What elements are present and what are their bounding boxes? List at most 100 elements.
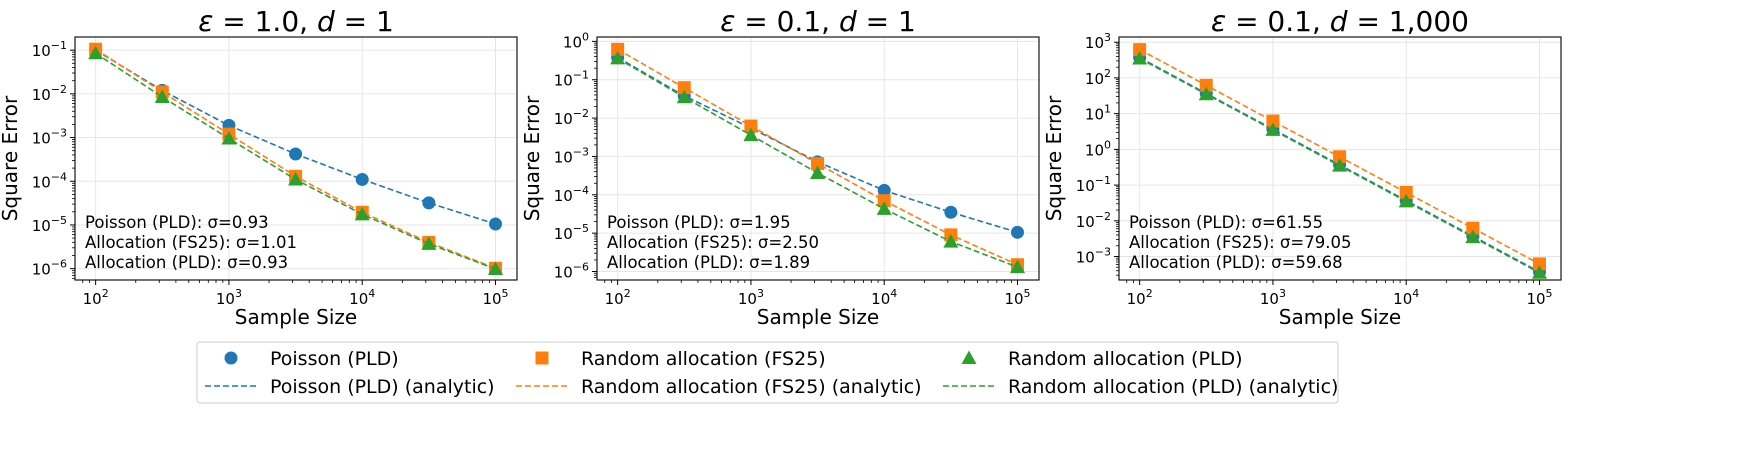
data-point (1332, 158, 1348, 172)
x-tick-label-exp: 3 (757, 287, 764, 300)
legend: Poisson (PLD) Random allocation (FS25) Ran… (196, 341, 1339, 404)
x-tick-label-base: 10 (738, 290, 757, 308)
axes-frame (74, 36, 518, 281)
x-tick-label-exp: 4 (890, 287, 897, 300)
legend-marker (535, 351, 549, 365)
y-tick-label-exp: −3 (1095, 246, 1111, 259)
sigma-annotation: Allocation (PLD): σ=1.89 (607, 253, 810, 272)
y-tick-label: 10−2 (1076, 210, 1111, 231)
y-tick-label-exp: 3 (1104, 31, 1111, 44)
data-point (1265, 122, 1281, 136)
grid (1119, 37, 1561, 280)
x-tick-label-exp: 5 (502, 287, 509, 300)
x-tick-label-base: 10 (349, 290, 368, 308)
y-tick-label: 100 (563, 30, 589, 51)
data-point (154, 89, 170, 103)
chart-panels: 102 103 104 10510−610−510−410−310−210−1Pois… (0, 5, 1562, 329)
y-tick-label-base: 10 (1076, 177, 1095, 195)
y-tick-label: 10−1 (32, 39, 67, 60)
data-point (1133, 43, 1147, 57)
y-tick-label-base: 10 (554, 148, 573, 166)
y-tick-label-exp: −1 (573, 69, 589, 82)
y-tick-label-base: 10 (554, 110, 573, 128)
data-point (1466, 221, 1480, 235)
x-tick-label: 102 (83, 287, 109, 308)
y-tick-label-base: 10 (32, 217, 51, 235)
y-tick-label-base: 10 (554, 187, 573, 205)
chart-panel-3: 102 103 104 10510−310−210−1100101102103Pois… (1042, 5, 1562, 329)
legend-label: Random allocation (PLD) (1008, 348, 1243, 370)
x-tick-label-base: 10 (216, 290, 235, 308)
data-point (810, 165, 826, 179)
data-point (944, 205, 958, 219)
series-3 (610, 50, 1025, 274)
legend-marker (224, 351, 238, 365)
y-tick-label-exp: −3 (573, 145, 589, 158)
sigma-annotation: Allocation (PLD): σ=0.93 (85, 253, 288, 272)
data-point (1333, 150, 1347, 164)
legend-label: Random allocation (FS25) (analytic) (581, 376, 922, 398)
data-point (877, 183, 891, 197)
y-tick-label-base: 10 (554, 263, 573, 281)
grid (75, 37, 517, 280)
chart-panel-1: 102 103 104 10510−610−510−410−310−210−1Pois… (0, 5, 518, 329)
title-part: = 0.1, (735, 5, 839, 38)
data-point (422, 196, 436, 210)
data-point (1532, 257, 1546, 271)
y-tick-label-base: 10 (1085, 34, 1104, 52)
series-3 (88, 45, 503, 276)
x-tick-label-base: 10 (1127, 290, 1146, 308)
y-tick-label-base: 10 (32, 173, 51, 191)
y-tick-label: 10−1 (1076, 174, 1111, 195)
legend-entry: Random allocation (PLD) (analytic) (943, 376, 1338, 398)
data-point (677, 81, 691, 95)
title-part: ε (720, 5, 735, 38)
y-tick-label-base: 10 (32, 86, 51, 104)
y-tick-label-exp: 0 (582, 30, 589, 43)
data-point (221, 131, 237, 145)
sigma-annotation: Allocation (PLD): σ=59.68 (1129, 253, 1343, 272)
data-point (1399, 185, 1413, 199)
y-tick-label-base: 10 (554, 225, 573, 243)
x-tick-label-base: 10 (482, 290, 501, 308)
title-part: = 1.0, (213, 5, 317, 38)
data-point (1199, 78, 1213, 92)
y-axis-label: Square Error (1042, 95, 1066, 221)
data-point (877, 194, 891, 208)
x-tick-label: 105 (1526, 287, 1552, 308)
sigma-annotation: Allocation (FS25): σ=1.01 (85, 233, 297, 252)
legend-entry: Random allocation (PLD) (961, 348, 1243, 370)
x-tick-label: 103 (1260, 287, 1286, 308)
legend-label: Poisson (PLD) (analytic) (270, 376, 495, 398)
analytic-line (617, 56, 1018, 234)
y-tick-label: 10−2 (554, 107, 589, 128)
legend-entry: Poisson (PLD) (224, 348, 399, 370)
y-tick-label-exp: 2 (1104, 67, 1111, 80)
y-tick-label: 10−5 (554, 222, 589, 243)
data-point (488, 217, 502, 231)
y-tick-label: 10−1 (554, 69, 589, 90)
x-tick-label: 102 (1127, 287, 1153, 308)
y-tick-label-base: 10 (32, 261, 51, 279)
legend-entry: Random allocation (FS25) (analytic) (516, 376, 922, 398)
y-tick-label-base: 10 (1085, 70, 1104, 88)
x-tick-label-exp: 4 (1412, 287, 1419, 300)
y-tick-label: 102 (1085, 67, 1111, 88)
title-part: d (1330, 5, 1348, 38)
y-tick-label-base: 10 (32, 130, 51, 148)
x-tick-label-base: 10 (1526, 290, 1545, 308)
title-part: = 1,000 (1348, 5, 1469, 38)
x-tick-label: 104 (1393, 287, 1419, 308)
chart-title: ε = 0.1, d = 1,000 (1211, 5, 1469, 38)
y-tick-label: 10−6 (554, 260, 589, 281)
data-point (676, 89, 692, 104)
data-point (743, 127, 759, 142)
x-tick-label-exp: 2 (102, 287, 109, 300)
y-axis-label: Square Error (520, 95, 544, 221)
chart-title: ε = 1.0, d = 1 (198, 5, 394, 38)
title-part: ε (198, 5, 213, 38)
legend-entry: Poisson (PLD) (analytic) (205, 376, 495, 398)
x-tick-label-exp: 3 (235, 287, 242, 300)
